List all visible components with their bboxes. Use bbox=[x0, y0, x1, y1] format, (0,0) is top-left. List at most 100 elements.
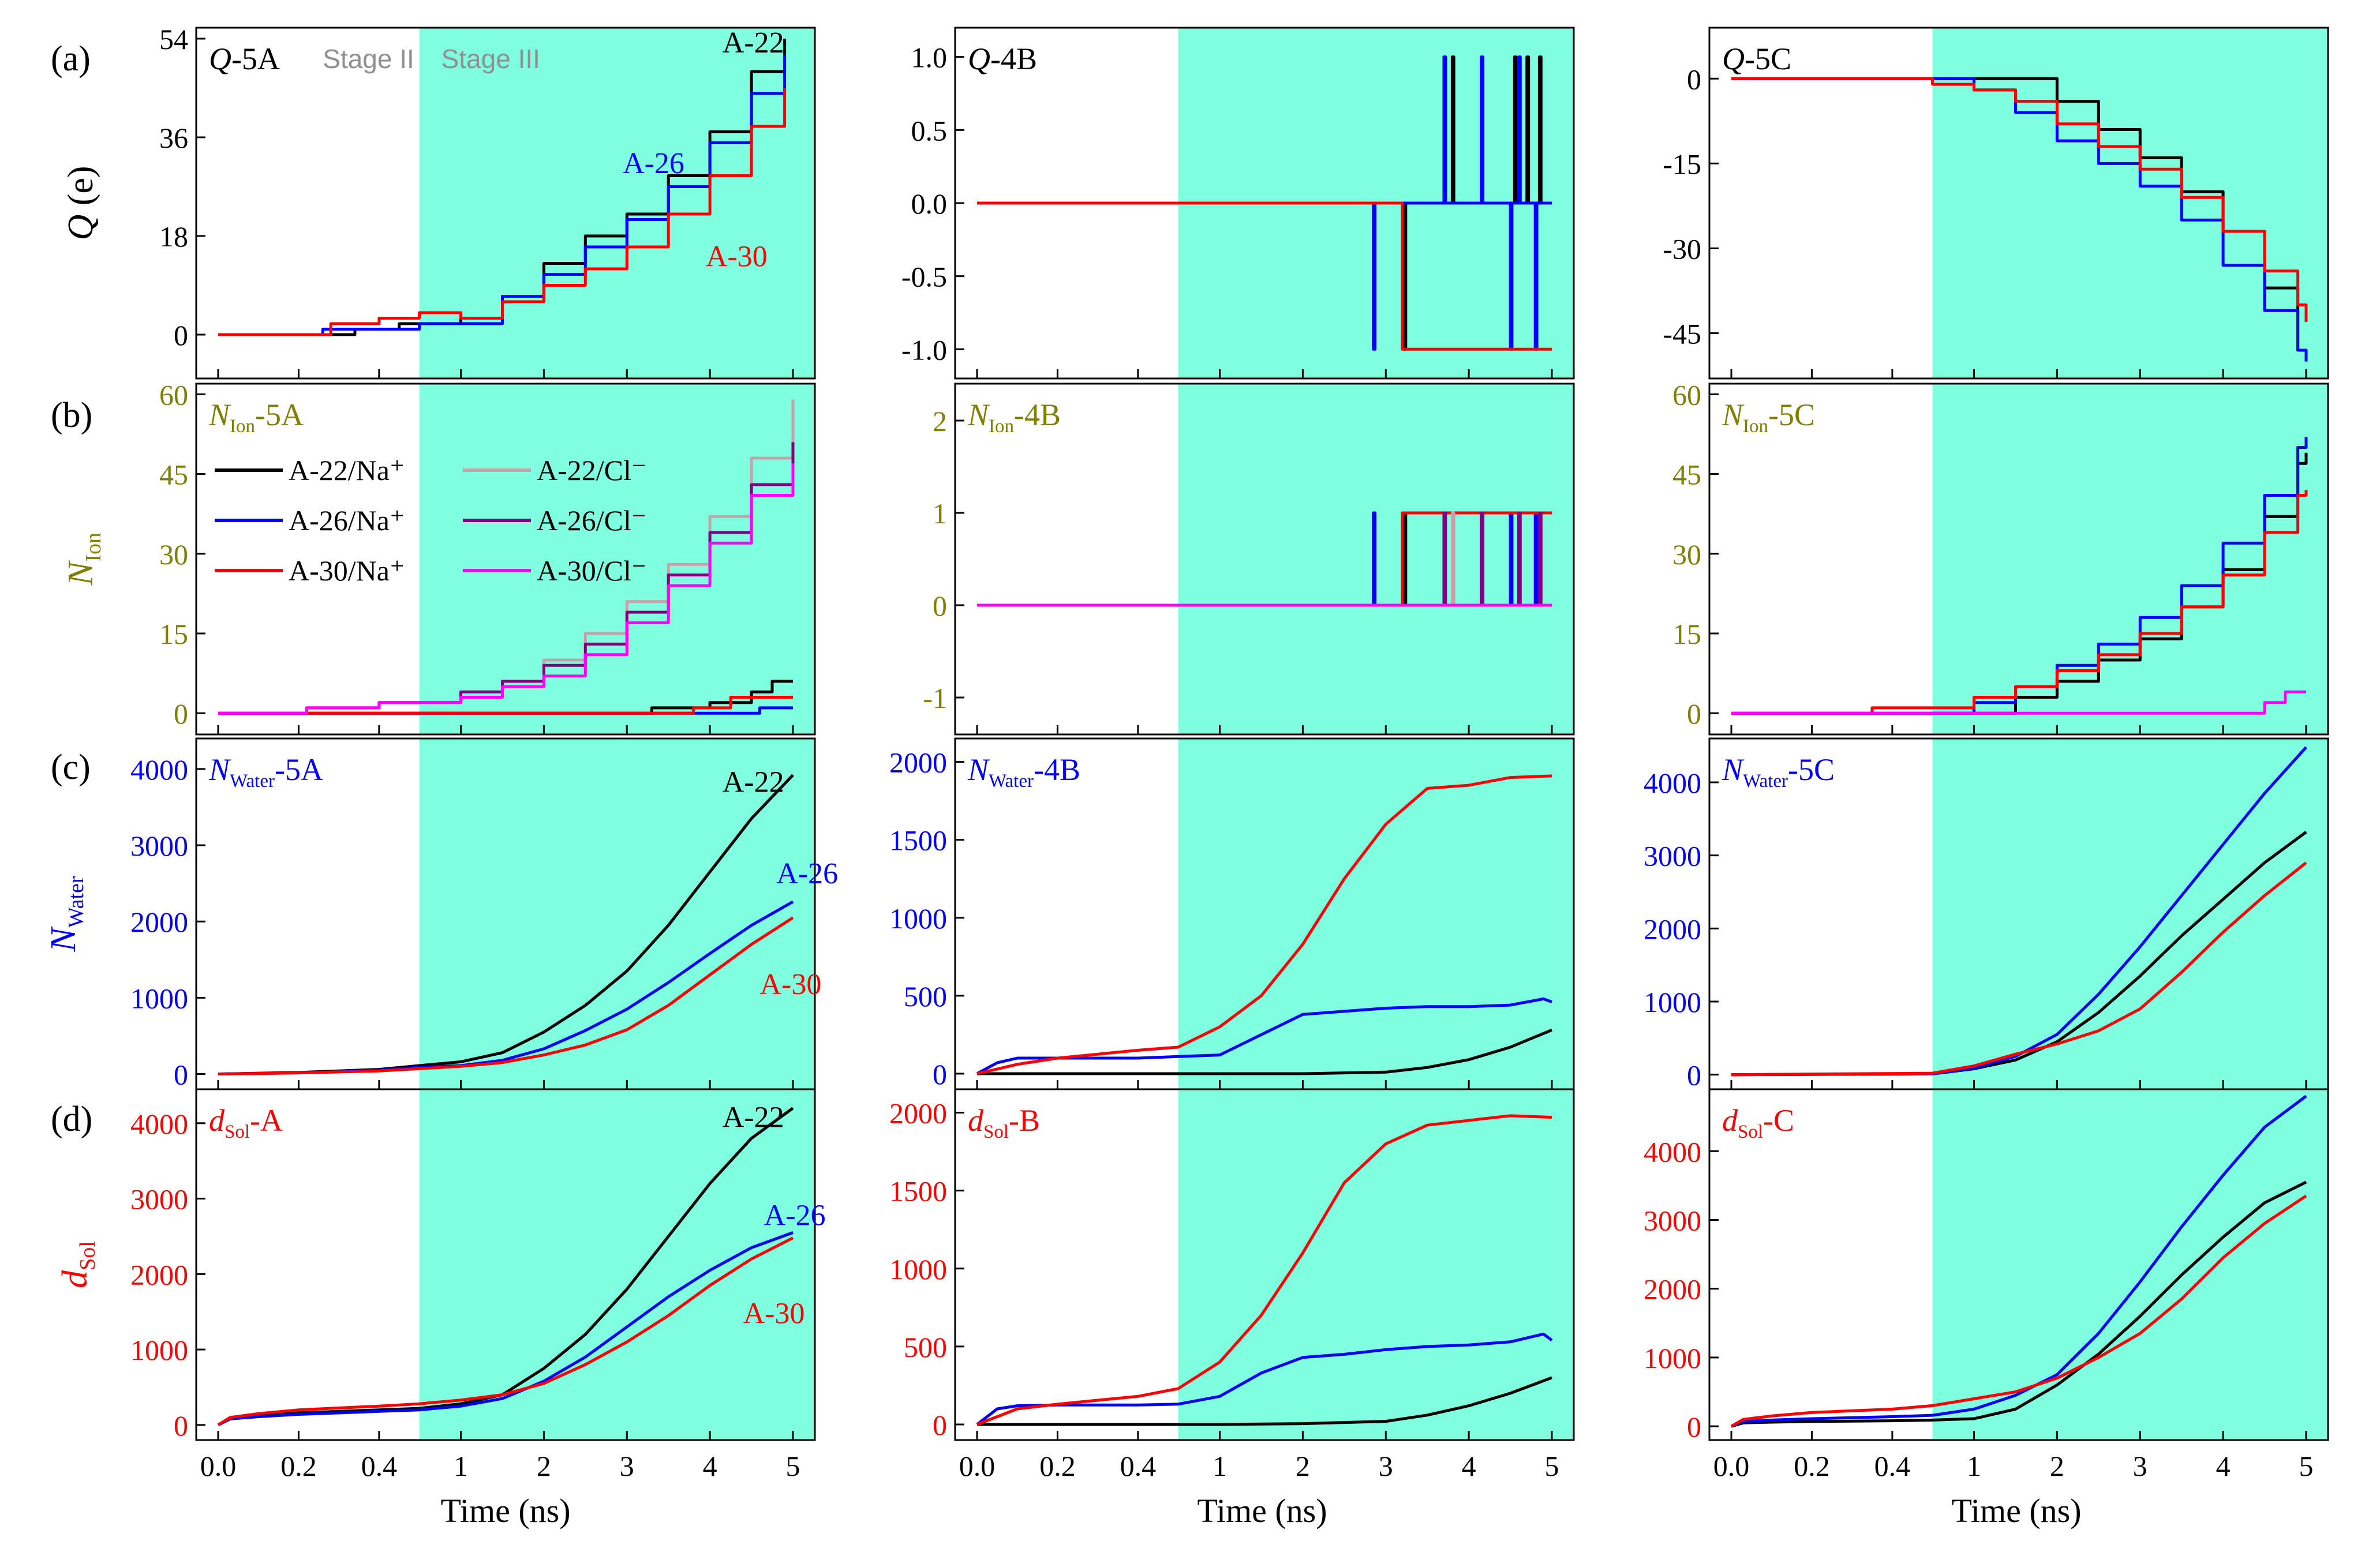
y-tick-label: 30 bbox=[1672, 538, 1701, 571]
x-axis-title-col1: Time (ns) bbox=[440, 1492, 570, 1529]
y-tick-label: -15 bbox=[1663, 148, 1701, 180]
panel-title-sub: Sol bbox=[983, 1122, 1009, 1142]
legend-label: A-22/Cl⁻ bbox=[537, 454, 646, 486]
y-tick-label: 2000 bbox=[889, 1097, 947, 1130]
y-tick-label: 4000 bbox=[130, 1108, 188, 1140]
panel-title-main: N bbox=[208, 752, 231, 787]
x-tick-label: 5 bbox=[786, 1450, 800, 1482]
panel-title: NWater-5A bbox=[208, 752, 323, 792]
y-tick-label: 45 bbox=[1672, 459, 1701, 491]
legend: A-22/Na⁺ A-26/Na⁺ A-30/Na⁺ A-22/Cl⁻ A-26/Cl⁻… bbox=[215, 454, 646, 587]
y-tick-label: -1 bbox=[923, 682, 947, 714]
plot-frame bbox=[195, 1088, 816, 1441]
plot-frame bbox=[1708, 383, 2329, 736]
row-label-b: (b) bbox=[51, 396, 92, 435]
x-axis-title-col3: Time (ns) bbox=[1951, 1492, 2081, 1529]
panel-title: dSol-A bbox=[209, 1103, 283, 1142]
panel-3-2: 0 500 1000 1500 2000 NWater-4B bbox=[889, 737, 1575, 1090]
panel-title-sub: Ion bbox=[989, 416, 1014, 437]
y-tick-label: 1 bbox=[933, 497, 947, 530]
panel-title: NIon-5A bbox=[208, 398, 304, 437]
series-a-22 bbox=[977, 1376, 1552, 1426]
series-a-30-cl- bbox=[1731, 690, 2306, 715]
series-group bbox=[1731, 77, 2308, 362]
panel-title-sub: Water bbox=[1743, 771, 1788, 792]
x-tick-label: 3 bbox=[620, 1450, 634, 1482]
y-tick-label: 1000 bbox=[889, 902, 947, 935]
stage3-region bbox=[1932, 738, 2328, 1089]
series-a-30 bbox=[1730, 1194, 2307, 1428]
y-axis-title-sub: Ion bbox=[81, 533, 106, 562]
stage3-region bbox=[419, 384, 815, 734]
y-axis-title: dSol bbox=[55, 1241, 100, 1288]
y-tick-label: 1000 bbox=[130, 982, 188, 1014]
y-tick-label: 0 bbox=[174, 698, 188, 730]
series-group bbox=[218, 39, 787, 336]
series-a-22 bbox=[977, 55, 1552, 351]
x-tick-label: 0.2 bbox=[1794, 1450, 1830, 1482]
y-tick-label: 2000 bbox=[1644, 913, 1701, 945]
panel-title: Q-5C bbox=[1722, 42, 1791, 76]
x-tick-label: 1 bbox=[454, 1450, 468, 1482]
x-tick-label: 0.0 bbox=[959, 1450, 996, 1482]
series-group bbox=[1730, 1094, 2307, 1428]
series-a-26 bbox=[217, 1231, 794, 1427]
y-axis-title-sub: Water bbox=[64, 876, 88, 928]
annotation-a-30: A-30 bbox=[743, 1297, 805, 1330]
series-a-30-na- bbox=[218, 696, 793, 715]
y-tick-label: 3000 bbox=[1644, 1205, 1701, 1237]
panel-4-3: 0 1000 2000 3000 4000 0.0 0.2 0.4 1 2 3 4 5 dSol-C bbox=[1644, 1088, 2329, 1482]
stage3-region bbox=[1932, 28, 2328, 378]
y-tick-label: -0.5 bbox=[901, 261, 947, 293]
series-a-30 bbox=[976, 1114, 1552, 1426]
y-tick-label: 2000 bbox=[130, 906, 188, 938]
y-tick-label: 4000 bbox=[130, 753, 188, 786]
x-axis-title-col2: Time (ns) bbox=[1197, 1492, 1327, 1529]
stage2-label: Stage II bbox=[323, 44, 414, 74]
series-group bbox=[1731, 437, 2308, 715]
y-tick-label: 1000 bbox=[130, 1334, 188, 1366]
y-tick-label: -30 bbox=[1663, 233, 1701, 265]
series-a-30 bbox=[218, 916, 794, 1076]
y-tick-label: 0 bbox=[933, 1409, 947, 1441]
y-tick-label: 0 bbox=[933, 1058, 947, 1090]
y-tick-label: 1500 bbox=[889, 824, 947, 857]
y-tick-label: 4000 bbox=[1644, 767, 1701, 799]
y-axis-title: NIon bbox=[61, 533, 106, 586]
row-label-a: (a) bbox=[51, 39, 91, 78]
series-a-26 bbox=[976, 997, 1552, 1075]
y-axis-title-main: N bbox=[61, 560, 100, 586]
series-a-26-na- bbox=[1731, 437, 2308, 715]
panel-title-main: N bbox=[1722, 752, 1745, 787]
series-a-30 bbox=[976, 774, 1552, 1075]
y-tick-label: 2000 bbox=[130, 1258, 188, 1291]
y-tick-label: 500 bbox=[904, 1331, 947, 1363]
panel-1-2: -1.0 -0.5 0.0 0.5 1.0 Q-4B bbox=[901, 27, 1575, 380]
stage3-region bbox=[419, 28, 815, 378]
series-group bbox=[1731, 746, 2307, 1077]
panel-title-main: d bbox=[968, 1103, 984, 1138]
stage3-region bbox=[1932, 384, 2328, 734]
y-axis-title-main: N bbox=[44, 926, 83, 953]
series-a-30 bbox=[977, 201, 1552, 351]
y-tick-label: 3000 bbox=[130, 830, 188, 862]
panel-title-main: Q bbox=[968, 42, 990, 76]
series-group bbox=[977, 511, 1552, 607]
series-a-30 bbox=[218, 88, 787, 336]
y-tick-label: 36 bbox=[159, 122, 188, 154]
legend-label: A-30/Na⁺ bbox=[289, 554, 405, 587]
y-tick-label: 15 bbox=[159, 618, 188, 650]
panel-title-suffix: -A bbox=[250, 1103, 283, 1138]
panel-title-suffix: -B bbox=[1009, 1103, 1040, 1138]
y-tick-label: 30 bbox=[159, 538, 188, 571]
row-label-d: (d) bbox=[51, 1100, 92, 1139]
y-tick-label: 1000 bbox=[1644, 1342, 1701, 1374]
y-tick-label: 60 bbox=[159, 378, 188, 411]
series-group bbox=[976, 1114, 1553, 1426]
panel-title-main: N bbox=[967, 752, 990, 787]
